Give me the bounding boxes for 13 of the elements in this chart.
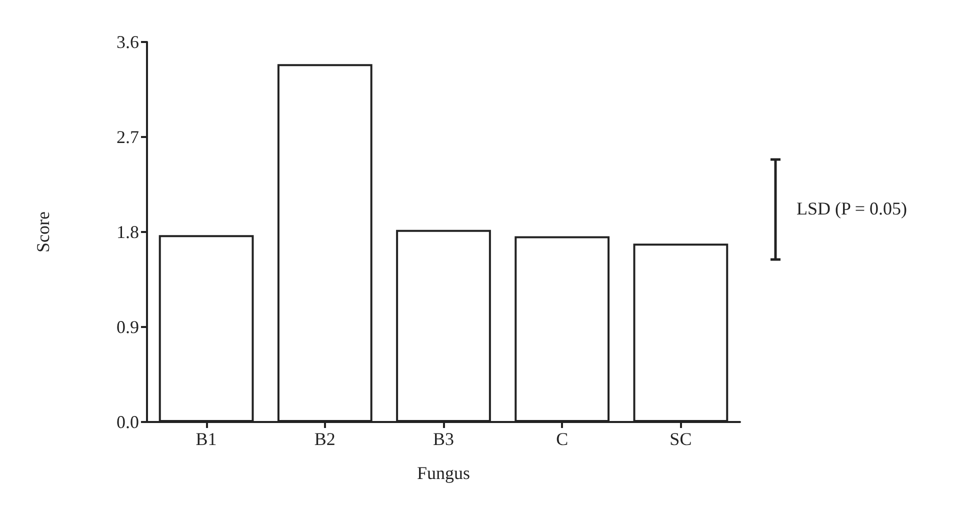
x-tick-label: B3 <box>432 429 454 449</box>
y-tick-label: 1.8 <box>116 222 139 242</box>
y-axis-title: Score <box>33 212 53 252</box>
text: LSD (P = 0.05) <box>796 198 907 218</box>
x-tick-label: B2 <box>314 429 336 449</box>
x-tick-label: C <box>556 429 568 449</box>
x-axis-title: Fungus <box>416 463 470 483</box>
y-tick-label: 0.9 <box>116 317 139 337</box>
y-tick-label: 2.7 <box>116 127 139 147</box>
y-tick-label: 0.0 <box>116 412 139 432</box>
y-tick-label: 3.6 <box>116 32 139 52</box>
x-tick-label: B1 <box>196 429 217 449</box>
x-tick-label: SC <box>670 429 692 449</box>
